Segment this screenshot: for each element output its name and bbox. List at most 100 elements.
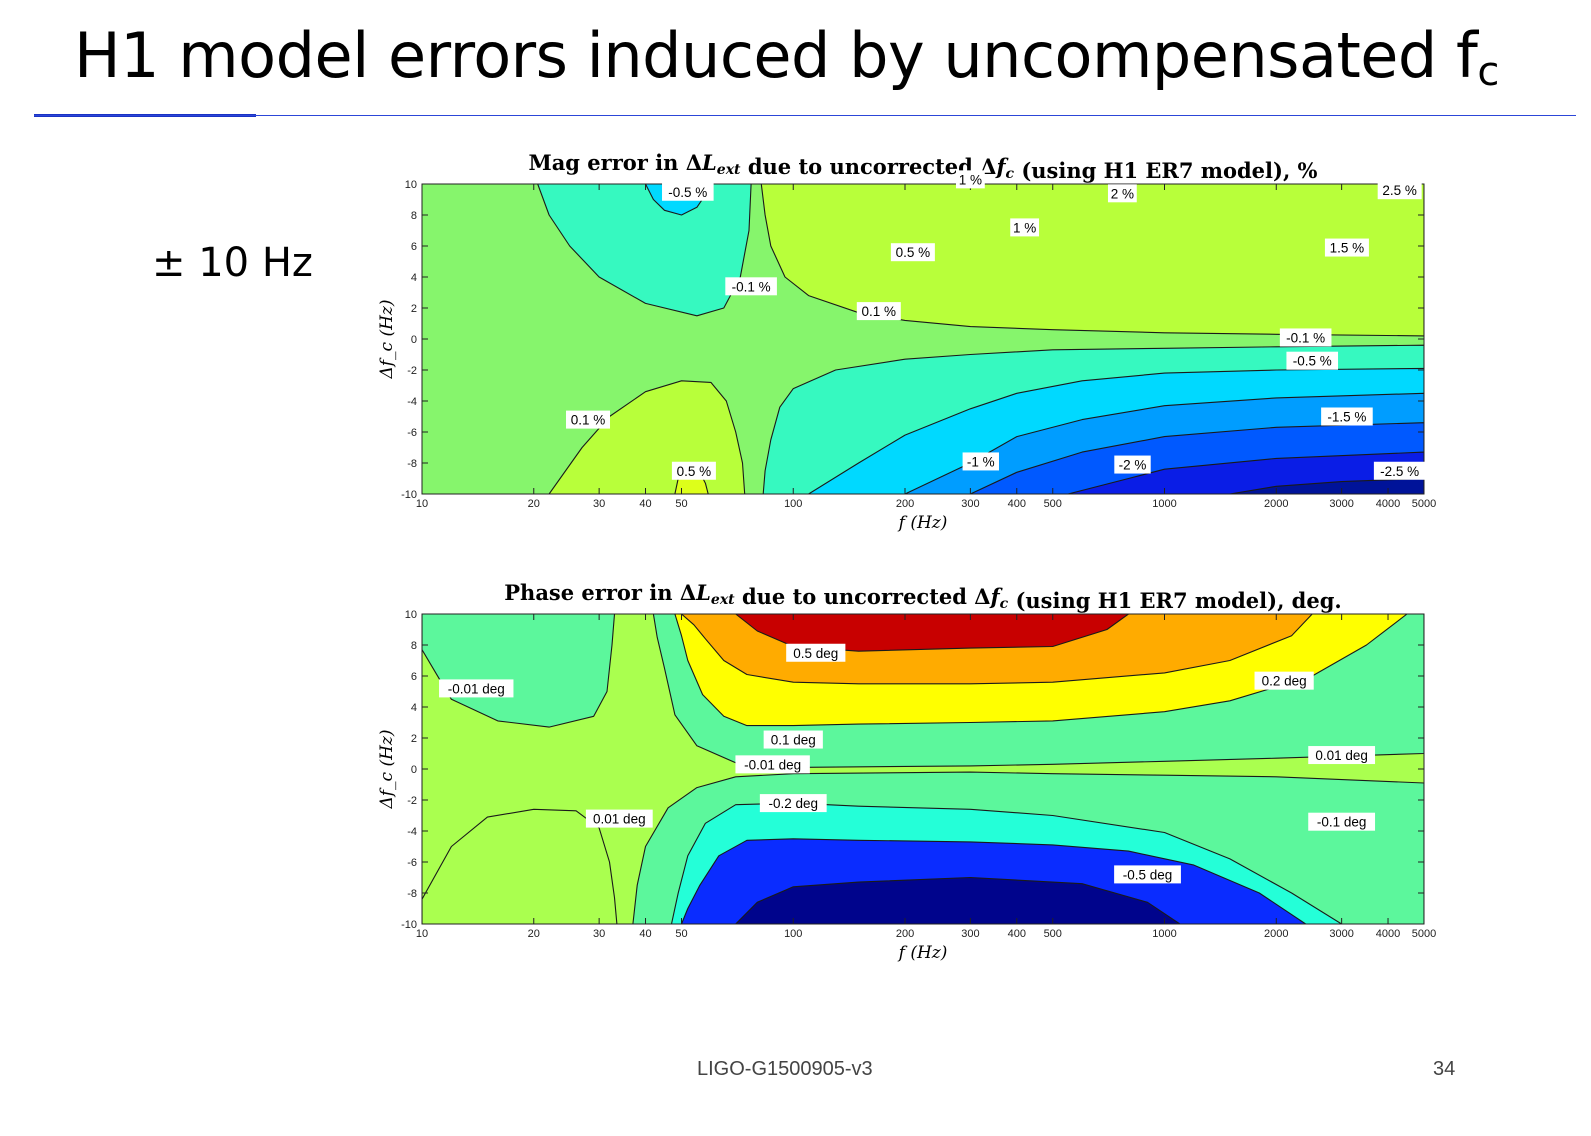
contour-region [422,614,616,728]
contour-label-text: 1.5 % [1330,241,1365,256]
contour-label: -0.5 deg [1114,865,1181,884]
x-axis-label: f (Hz) [897,943,948,963]
contour-label-box [1373,461,1426,480]
x-axis-label: f (Hz) [897,513,948,533]
y-tick-label: -8 [407,458,417,470]
contour-label: -2 % [1114,455,1151,474]
plot-area [422,184,1424,494]
contour-label-text: -0.1 % [1286,330,1325,345]
contour-label-text: 0.01 deg [1315,748,1368,763]
x-tick-label: 50 [675,928,687,940]
contour-label: 1.5 % [1324,238,1369,257]
y-tick-label: 8 [411,640,417,652]
contour-label-text: 0.5 deg [793,646,838,661]
contour-label-text: -2.5 % [1380,464,1419,479]
y-tick-label: 6 [411,241,417,253]
contour-label: -1.5 % [1321,407,1373,426]
x-tick-label: 40 [639,498,651,510]
contour-label: -1 % [962,452,999,471]
contour-label-box [763,730,823,749]
y-tick-label: 4 [411,702,417,714]
x-tick-label: 3000 [1329,928,1353,940]
contour-label-text: -0.2 deg [768,796,818,811]
contour-region [735,876,1181,924]
x-tick-label: 20 [528,928,540,940]
contour-label-box [1254,671,1314,690]
contour-label: -0.1 deg [1308,812,1376,831]
x-tick-label: 3000 [1329,498,1353,510]
slide-title-text: H1 model errors induced by uncompensated… [74,19,1478,92]
contour-label: -0.1 % [1279,328,1332,347]
contour-label-box [962,452,999,471]
contour-label-text: 0.1 % [862,304,897,319]
contour-label-box [1286,351,1339,370]
contour-label-box [1324,238,1369,257]
contour-label-text: -0.1 % [732,279,771,294]
contour-label: -0.5 % [1286,351,1339,370]
title-underline [34,115,1576,116]
contour-region [760,184,1424,337]
contour-label-text: -1.5 % [1327,410,1366,425]
y-tick-label: 10 [405,179,417,191]
contour-label: 0.5 deg [786,643,846,662]
side-note: ± 10 Hz [152,240,313,286]
x-tick-label: 300 [961,928,979,940]
chart-title: Mag error in ΔLext due to uncorrected Δf… [528,150,1317,183]
contour-region [1229,477,1424,494]
contour-label-text: 2 % [1111,186,1134,201]
contour-label-text: -1 % [967,454,995,469]
contour-label-box [1321,407,1373,426]
y-tick-label: -4 [407,826,417,838]
y-tick-label: 0 [411,764,417,776]
contour-label-text: -0.01 deg [448,681,505,696]
contour-label-box [890,243,935,262]
contour-label-box [1107,184,1137,203]
contour-label-box [1308,746,1376,765]
x-tick-label: 4000 [1376,928,1400,940]
y-tick-label: -2 [407,795,417,807]
contour-label-box [1114,865,1181,884]
y-tick-label: -8 [407,888,417,900]
y-tick-label: -10 [401,919,417,931]
footer-document-id: LIGO-G1500905-v3 [697,1058,873,1080]
x-tick-label: 500 [1044,498,1062,510]
y-tick-label: 4 [411,272,417,284]
contour-label: 0.01 deg [1308,746,1376,765]
x-tick-label: 10 [416,928,428,940]
mag-error-chart: Mag error in ΔLext due to uncorrected Δf… [377,150,1436,533]
x-tick-label: 50 [675,498,687,510]
contour-label-text: 1 % [959,172,982,187]
contour-label-text: -2 % [1119,458,1147,473]
contour-label-box [786,643,846,662]
y-tick-label: -6 [407,427,417,439]
x-tick-label: 40 [639,928,651,940]
x-tick-label: 20 [528,498,540,510]
contour-label-box [1279,328,1332,347]
contour-label: 2.5 % [1377,181,1422,200]
contour-label-text: -0.1 deg [1317,815,1367,830]
x-tick-label: 2000 [1264,498,1288,510]
contour-label-text: 0.1 deg [771,733,816,748]
contour-label: 0.1 % [856,302,901,321]
y-tick-label: 0 [411,334,417,346]
x-tick-label: 100 [784,928,802,940]
x-tick-label: 500 [1044,928,1062,940]
phase-error-chart: Phase error in ΔLext due to uncorrected … [377,580,1436,963]
contour-label-box [585,809,653,828]
contour-label-text: 2.5 % [1382,183,1417,198]
slide-title: H1 model errors induced by uncompensated… [74,19,1499,94]
contour-region [735,614,1130,652]
contour-label: 0.1 % [566,410,611,429]
contour-region [422,808,618,924]
contour-label-box [1308,812,1376,831]
contour-label-text: -0.01 deg [744,757,801,772]
x-tick-label: 400 [1008,928,1026,940]
contour-label-text: -0.5 deg [1123,867,1173,882]
contour-label-text: 0.5 % [896,245,931,260]
x-tick-label: 30 [593,928,605,940]
y-tick-label: -10 [401,489,417,501]
x-tick-label: 100 [784,498,802,510]
contour-label: 0.5 % [890,243,935,262]
y-tick-label: -4 [407,396,417,408]
contour-label-box [735,755,810,774]
